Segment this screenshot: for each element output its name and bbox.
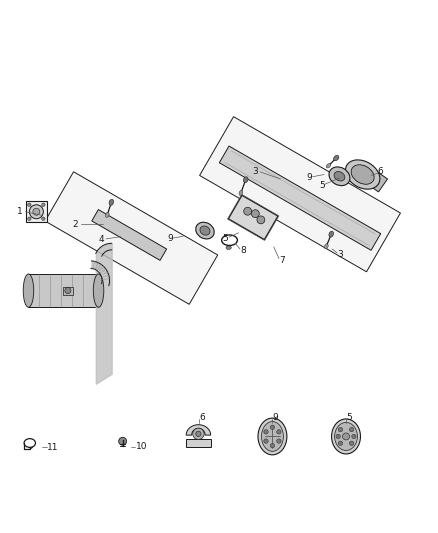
Text: 10: 10 bbox=[136, 442, 147, 451]
Ellipse shape bbox=[193, 428, 204, 440]
Ellipse shape bbox=[264, 439, 268, 443]
Ellipse shape bbox=[335, 423, 357, 450]
Ellipse shape bbox=[109, 199, 113, 205]
Polygon shape bbox=[45, 172, 218, 304]
Text: 7: 7 bbox=[279, 256, 285, 265]
Ellipse shape bbox=[93, 274, 104, 307]
Text: 6: 6 bbox=[199, 413, 205, 422]
Text: 11: 11 bbox=[47, 443, 59, 452]
Ellipse shape bbox=[334, 172, 345, 181]
Polygon shape bbox=[63, 287, 73, 295]
Polygon shape bbox=[186, 439, 211, 447]
Ellipse shape bbox=[261, 422, 283, 451]
Text: 9: 9 bbox=[168, 235, 173, 244]
Ellipse shape bbox=[277, 439, 281, 443]
Ellipse shape bbox=[325, 244, 328, 249]
Polygon shape bbox=[26, 201, 47, 222]
Ellipse shape bbox=[343, 433, 350, 440]
Ellipse shape bbox=[196, 222, 214, 239]
Ellipse shape bbox=[226, 246, 231, 249]
Ellipse shape bbox=[350, 441, 354, 446]
Text: 8: 8 bbox=[240, 246, 246, 255]
Text: 4: 4 bbox=[99, 235, 104, 244]
Text: 9: 9 bbox=[272, 413, 278, 422]
Ellipse shape bbox=[350, 427, 354, 432]
Ellipse shape bbox=[270, 443, 275, 448]
Text: 3: 3 bbox=[337, 250, 343, 259]
Text: 3: 3 bbox=[252, 166, 258, 175]
Text: 5: 5 bbox=[346, 413, 352, 422]
Ellipse shape bbox=[28, 203, 31, 206]
Ellipse shape bbox=[257, 216, 265, 224]
Ellipse shape bbox=[270, 425, 275, 430]
Text: 5: 5 bbox=[223, 233, 228, 243]
Polygon shape bbox=[28, 274, 99, 307]
Ellipse shape bbox=[28, 217, 31, 221]
Polygon shape bbox=[92, 209, 166, 260]
Ellipse shape bbox=[196, 431, 201, 437]
Text: 6: 6 bbox=[378, 167, 383, 176]
Ellipse shape bbox=[258, 418, 287, 455]
Text: 9: 9 bbox=[307, 173, 312, 182]
Ellipse shape bbox=[29, 205, 43, 219]
Ellipse shape bbox=[42, 217, 45, 221]
Ellipse shape bbox=[23, 274, 34, 307]
Polygon shape bbox=[228, 195, 278, 240]
Ellipse shape bbox=[65, 287, 71, 294]
Ellipse shape bbox=[346, 160, 380, 189]
Ellipse shape bbox=[338, 427, 343, 432]
Ellipse shape bbox=[277, 430, 281, 434]
Ellipse shape bbox=[264, 430, 268, 434]
Ellipse shape bbox=[33, 208, 40, 215]
Ellipse shape bbox=[251, 209, 259, 217]
Polygon shape bbox=[200, 117, 400, 272]
Ellipse shape bbox=[119, 437, 127, 445]
Polygon shape bbox=[219, 146, 381, 251]
Text: 1: 1 bbox=[17, 207, 22, 216]
Ellipse shape bbox=[244, 207, 251, 215]
Ellipse shape bbox=[42, 203, 45, 206]
Ellipse shape bbox=[336, 434, 340, 439]
Ellipse shape bbox=[239, 190, 243, 196]
Ellipse shape bbox=[244, 177, 248, 183]
Ellipse shape bbox=[329, 231, 334, 237]
Polygon shape bbox=[186, 425, 211, 435]
Ellipse shape bbox=[352, 434, 356, 439]
Ellipse shape bbox=[338, 441, 343, 446]
Ellipse shape bbox=[351, 165, 374, 184]
Text: 2: 2 bbox=[72, 220, 78, 229]
Ellipse shape bbox=[326, 164, 331, 168]
Ellipse shape bbox=[329, 167, 350, 185]
Ellipse shape bbox=[106, 212, 109, 217]
Ellipse shape bbox=[334, 155, 339, 160]
Ellipse shape bbox=[200, 226, 210, 235]
Text: 5: 5 bbox=[319, 181, 325, 190]
Polygon shape bbox=[362, 168, 388, 192]
Ellipse shape bbox=[332, 419, 360, 454]
